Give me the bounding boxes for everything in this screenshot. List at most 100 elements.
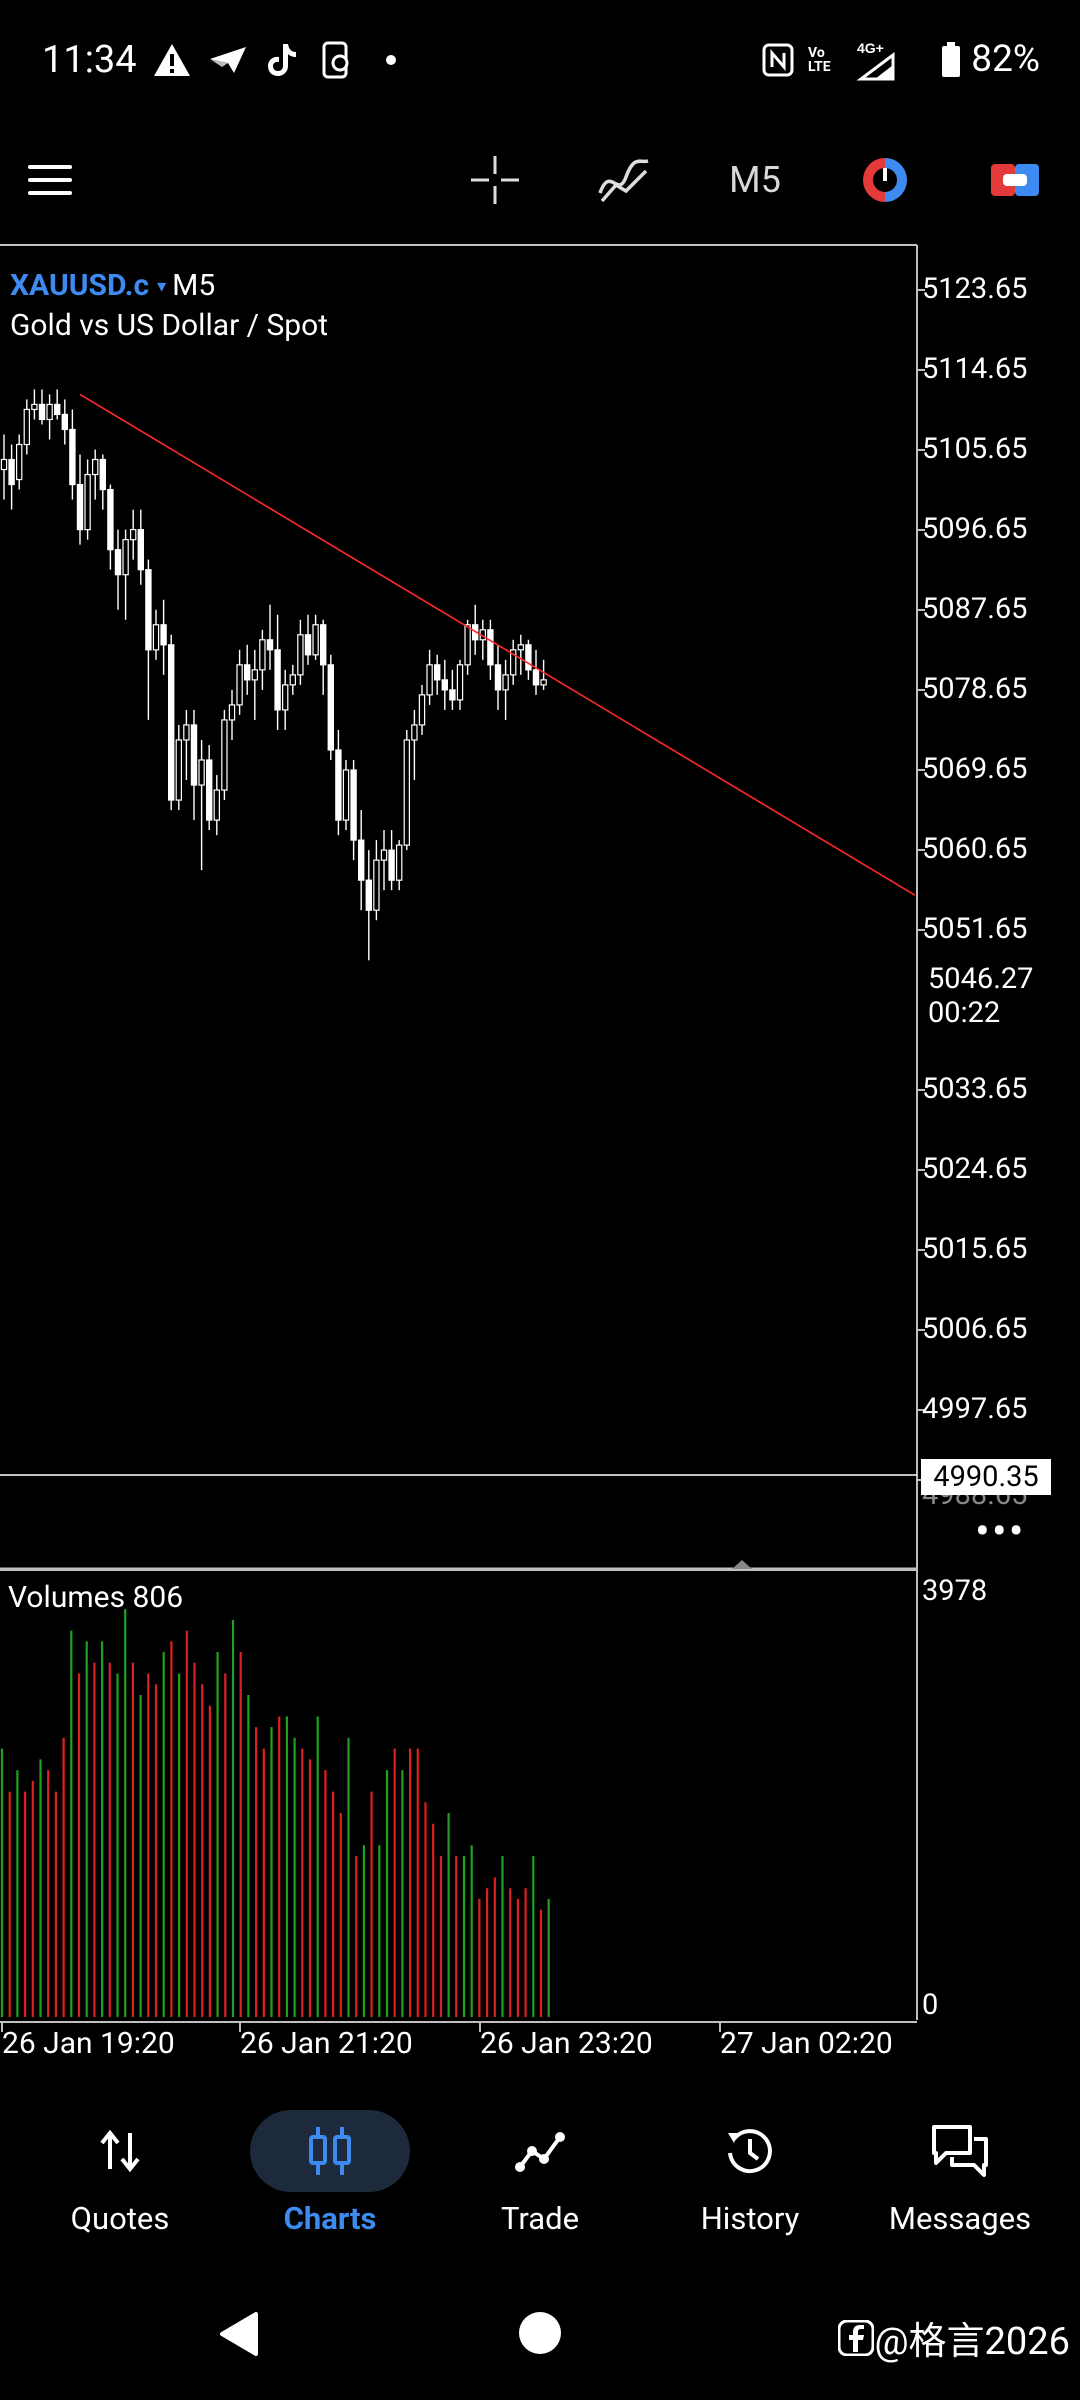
candle-body xyxy=(122,539,129,576)
symbol-dropdown-icon[interactable]: ▾ xyxy=(157,276,167,297)
candle xyxy=(358,810,365,911)
candle xyxy=(76,454,84,545)
candle xyxy=(365,850,373,961)
system-navigation-bar xyxy=(0,2290,1080,2400)
one-click-trading-icon[interactable] xyxy=(855,150,915,210)
symbol-header[interactable]: XAUUSD.c ▾ M5 xyxy=(10,268,215,303)
candle xyxy=(373,840,380,921)
battery-percent: 82% xyxy=(971,38,1040,81)
nav-charts[interactable]: Charts xyxy=(222,2090,438,2260)
candle xyxy=(206,744,213,831)
candle-body xyxy=(137,529,144,571)
price-tick-label: 5105.65 xyxy=(922,432,1028,466)
back-icon[interactable] xyxy=(218,2310,262,2358)
candle xyxy=(403,729,411,851)
price-chart[interactable] xyxy=(0,240,1080,2040)
candle-body xyxy=(396,844,403,881)
time-tick-label: 27 Jan 02:20 xyxy=(720,2026,893,2061)
home-icon[interactable] xyxy=(517,2310,563,2356)
candle-body xyxy=(335,749,342,821)
panel-resize-handle xyxy=(732,1560,752,1569)
candle-body xyxy=(168,644,175,801)
candle xyxy=(84,459,91,540)
symbol-name[interactable]: XAUUSD.c xyxy=(10,268,150,303)
time-tick-label: 26 Jan 23:20 xyxy=(480,2026,653,2061)
candle xyxy=(114,529,122,610)
status-time: 11:34 xyxy=(42,38,137,82)
more-options-icon[interactable]: ••• xyxy=(975,1505,1026,1557)
nav-trade[interactable]: Trade xyxy=(432,2090,648,2260)
candle-body xyxy=(358,839,365,881)
candle-body xyxy=(8,458,15,486)
candle xyxy=(8,444,15,510)
nav-label: History xyxy=(700,2200,800,2237)
candle xyxy=(152,609,160,660)
candle-body xyxy=(69,428,76,486)
candle-body xyxy=(76,483,84,531)
candle-body xyxy=(206,759,213,821)
dot-icon xyxy=(384,40,398,80)
candle xyxy=(130,509,137,560)
svg-text:4G+: 4G+ xyxy=(857,40,884,56)
candle-body xyxy=(114,549,122,576)
horizontal-line-price-tag: 4990.35 xyxy=(921,1459,1051,1495)
candle xyxy=(16,434,23,490)
menu-icon[interactable] xyxy=(20,150,80,210)
candle-body xyxy=(175,739,182,801)
price-tick-label: 5060.65 xyxy=(922,832,1028,866)
candle-body xyxy=(251,669,258,681)
arrows-updown-icon xyxy=(40,2110,200,2192)
candle-body xyxy=(373,859,380,911)
candle xyxy=(418,684,426,735)
time-tick-label: 26 Jan 19:20 xyxy=(2,2026,175,2061)
candle-body xyxy=(244,664,251,681)
candle-body xyxy=(297,634,304,676)
bar-countdown: 00:22 xyxy=(928,996,1001,1030)
candle-body xyxy=(107,488,114,551)
candle xyxy=(312,614,319,660)
trade-line-icon xyxy=(460,2110,620,2192)
candle-body xyxy=(23,408,31,446)
candle xyxy=(190,709,198,821)
nav-quotes[interactable]: Quotes xyxy=(12,2090,228,2260)
candle-body xyxy=(16,443,23,481)
candle xyxy=(266,604,274,670)
candle xyxy=(69,409,76,500)
candle xyxy=(517,634,525,675)
price-tick-label: 5114.65 xyxy=(922,352,1028,386)
candle-body xyxy=(46,403,53,421)
crosshair-icon[interactable] xyxy=(465,150,525,210)
indicators-icon[interactable] xyxy=(592,150,656,210)
price-tick-label: 5123.65 xyxy=(922,272,1028,306)
timeframe-button[interactable]: M5 xyxy=(720,150,790,210)
symbol-description: Gold vs US Dollar / Spot xyxy=(10,308,329,343)
candle-body xyxy=(320,624,327,666)
candle-body xyxy=(517,644,525,651)
nav-history[interactable]: History xyxy=(642,2090,858,2260)
candle-body xyxy=(464,624,471,666)
timeframe-label: M5 xyxy=(729,159,781,201)
battery-icon xyxy=(940,40,962,80)
trade-panel-icon[interactable] xyxy=(985,150,1045,210)
candle xyxy=(456,659,464,710)
candle-body xyxy=(198,759,205,786)
candle-body xyxy=(221,719,228,791)
volumes-group xyxy=(0,1609,550,2017)
phone-sync-icon xyxy=(318,40,354,80)
candle-body xyxy=(502,674,509,691)
watermark: @格言2026 xyxy=(838,2310,1070,2365)
candle xyxy=(350,759,357,861)
status-bar: 11:34 Vo LTE 4G+ 82% xyxy=(0,0,1080,125)
nav-messages[interactable]: Messages xyxy=(852,2090,1068,2260)
candle-body xyxy=(38,403,46,421)
candle-body xyxy=(494,664,502,691)
candle xyxy=(441,659,449,710)
candle xyxy=(183,709,190,781)
candles-group xyxy=(0,389,547,961)
candle xyxy=(540,659,547,690)
candle-body xyxy=(449,689,456,701)
candle-body xyxy=(31,403,38,411)
candle xyxy=(297,619,304,685)
candle-body xyxy=(426,664,433,696)
candle xyxy=(304,614,312,665)
